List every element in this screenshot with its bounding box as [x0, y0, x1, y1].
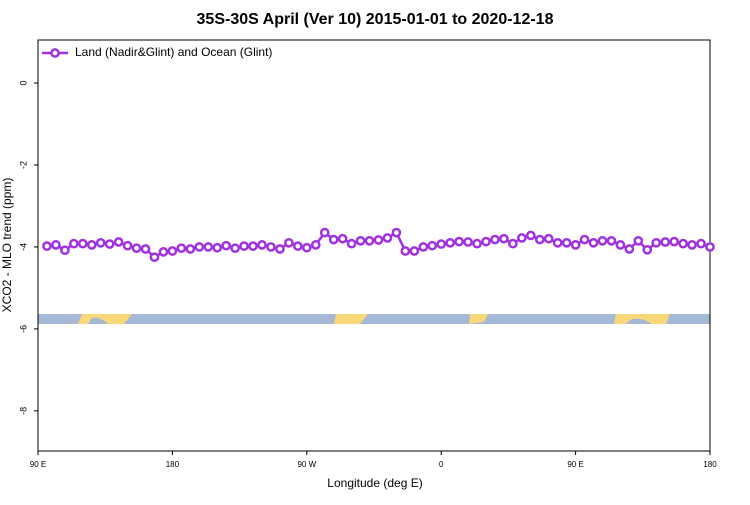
data-point: [660, 237, 671, 247]
data-point: [409, 246, 420, 256]
data-point: [257, 240, 267, 250]
data-point: [606, 235, 617, 246]
data-point: [463, 237, 473, 247]
x-tick-label: 90 E: [567, 460, 583, 469]
x-tick-label: 90 W: [297, 460, 316, 469]
data-point: [391, 227, 402, 238]
data-point: [633, 235, 644, 246]
data-point: [373, 235, 384, 245]
data-point: [221, 240, 232, 251]
data-point: [418, 242, 429, 252]
data-point: [284, 237, 294, 248]
x-tick-label: 180: [166, 460, 180, 469]
data-point: [696, 238, 706, 249]
y-tick-label: -4: [18, 243, 28, 251]
data-point: [525, 230, 536, 241]
data-point: [570, 240, 581, 250]
data-point: [131, 243, 142, 254]
y-tick-label: -8: [18, 407, 28, 415]
legend-marker: [50, 48, 60, 58]
data-point: [552, 237, 563, 248]
data-point: [266, 242, 276, 252]
data-point: [597, 235, 608, 246]
data-point: [212, 242, 223, 253]
data-point: [337, 233, 348, 244]
data-point: [301, 242, 312, 253]
data-point: [310, 240, 321, 250]
data-point: [203, 242, 214, 252]
data-point: [346, 238, 357, 249]
data-point: [68, 238, 79, 249]
data-point: [615, 240, 626, 250]
data-point: [42, 241, 52, 251]
chart-title: 35S-30S April (Ver 10) 2015-01-01 to 202…: [197, 11, 554, 28]
data-point: [534, 234, 545, 245]
data-point: [60, 245, 70, 256]
data-point: [364, 235, 375, 246]
y-axis-label: XCO2 - MLO trend (ppm): [0, 178, 14, 313]
data-point: [516, 233, 527, 243]
data-point: [678, 238, 688, 249]
data-point: [400, 246, 411, 256]
data-point: [239, 241, 249, 251]
data-point: [454, 236, 464, 247]
data-point: [481, 236, 491, 247]
data-point: [275, 244, 285, 254]
data-point: [436, 239, 447, 249]
data-point: [292, 241, 303, 251]
data-point: [230, 243, 240, 254]
data-point: [113, 237, 124, 247]
data-point: [705, 242, 715, 252]
x-tick-label: 180: [703, 460, 717, 469]
data-point: [651, 237, 662, 248]
data-point: [167, 246, 178, 256]
data-point: [122, 240, 133, 251]
data-point: [158, 247, 169, 257]
legend-label: Land (Nadir&Glint) and Ocean (Glint): [75, 45, 272, 59]
y-tick-label: -6: [18, 325, 28, 333]
data-point: [382, 233, 393, 243]
data-point: [185, 244, 196, 254]
data-point: [499, 233, 509, 244]
x-tick-label: 0: [439, 460, 444, 469]
x-axis-label: Longitude (deg E): [327, 476, 422, 490]
data-point: [687, 240, 697, 250]
data-point: [95, 237, 106, 248]
data-point: [642, 244, 653, 255]
data-point: [624, 244, 635, 254]
y-tick-label: 0: [18, 81, 28, 86]
data-point: [543, 233, 554, 244]
y-tick-label: -2: [18, 161, 28, 169]
data-point: [51, 240, 61, 250]
data-point: [140, 244, 151, 254]
data-point: [86, 240, 97, 250]
data-point: [194, 242, 205, 252]
data-point: [355, 235, 366, 246]
data-point: [149, 252, 160, 263]
data-point: [588, 237, 599, 248]
data-point: [77, 238, 88, 249]
data-point: [319, 227, 330, 238]
data-point: [561, 237, 572, 248]
data-point: [427, 240, 438, 251]
data-point: [490, 234, 500, 245]
data-point: [472, 238, 482, 249]
data-point: [328, 234, 339, 245]
data-point: [248, 241, 258, 251]
data-point: [508, 238, 518, 249]
data-point: [579, 234, 590, 245]
data-point: [669, 236, 680, 247]
x-tick-label: 90 E: [30, 460, 46, 469]
land-ocean-band: [38, 314, 710, 324]
data-point: [445, 237, 456, 248]
data-point: [176, 243, 187, 254]
data-point: [104, 239, 115, 249]
